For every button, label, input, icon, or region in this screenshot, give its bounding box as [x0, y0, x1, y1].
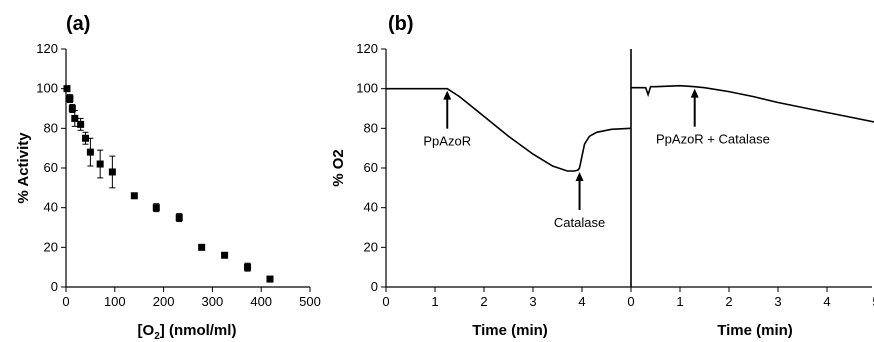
- data-point: [68, 105, 76, 112]
- y-tick-label: 40: [44, 200, 58, 215]
- x-tick-label: 300: [202, 294, 224, 309]
- x-tick-label: 500: [299, 294, 321, 309]
- data-point: [130, 192, 138, 200]
- y-tick-label: 0: [371, 279, 378, 294]
- data-point: [175, 214, 183, 222]
- panel-b-left-x-axis-title: Time (min): [472, 322, 548, 339]
- y-tick-label: 80: [44, 120, 58, 135]
- annotation-arrowhead: [575, 171, 584, 181]
- panel-a-x-axis-title: [O2] (nmol/ml): [138, 322, 237, 342]
- annotation-arrowhead: [690, 88, 699, 98]
- data-point: [198, 243, 206, 251]
- x-tick-label: 100: [104, 294, 126, 309]
- data-point: [71, 114, 79, 122]
- y-tick-label: 20: [364, 239, 378, 254]
- data-point: [108, 168, 116, 176]
- x-tick-label: 2: [725, 294, 732, 309]
- data-point: [66, 95, 74, 103]
- panel-a-y-axis-title: % Activity: [15, 132, 32, 204]
- y-tick-label: 120: [36, 41, 58, 56]
- y-tick-label: 100: [36, 81, 58, 96]
- series-line: [631, 84, 874, 123]
- y-tick-label: 120: [356, 41, 378, 56]
- data-point: [152, 204, 160, 212]
- y-tick-label: 60: [44, 160, 58, 175]
- annotation-label: Catalase: [554, 215, 605, 230]
- x-tick-label: 1: [431, 294, 438, 309]
- series-line: [386, 87, 632, 172]
- data-point: [77, 120, 85, 128]
- panel-a-chart: (a) 0 20 40 60 80 100 120 0 100 200 300 400 500 % A…: [15, 13, 321, 342]
- x-tick-label: 200: [153, 294, 175, 309]
- annotation-label: PpAzoR + Catalase: [656, 132, 770, 147]
- x-tick-label: 400: [250, 294, 272, 309]
- y-tick-label: 60: [364, 160, 378, 175]
- x-tick-label: 4: [823, 294, 830, 309]
- x-tick-label: 3: [529, 294, 536, 309]
- x-tick-label: 0: [382, 294, 389, 309]
- y-tick-label: 20: [44, 239, 58, 254]
- y-tick-label: 80: [364, 120, 378, 135]
- y-tick-label: 100: [356, 81, 378, 96]
- panel-b-y-axis-title: % O2: [330, 149, 347, 187]
- data-point: [266, 275, 274, 283]
- panel-b-label: (b): [388, 13, 414, 35]
- x-tick-label: 3: [774, 294, 781, 309]
- annotation-label: PpAzoR: [423, 134, 471, 149]
- panel-a-label: (a): [66, 13, 90, 35]
- data-point: [221, 251, 229, 259]
- data-point: [96, 160, 104, 168]
- x-tick-label: 0: [627, 294, 634, 309]
- panel-b-right-x-axis-title: Time (min): [717, 322, 793, 339]
- data-point: [82, 134, 90, 142]
- x-tick-label: 0: [62, 294, 69, 309]
- y-tick-label: 40: [364, 200, 378, 215]
- x-tick-label: 5: [872, 294, 874, 309]
- data-point: [86, 148, 94, 156]
- x-tick-label: 2: [480, 294, 487, 309]
- x-tick-label: 1: [676, 294, 683, 309]
- data-point: [63, 85, 71, 93]
- y-tick-label: 0: [51, 279, 58, 294]
- data-point: [244, 263, 252, 271]
- x-tick-label: 4: [578, 294, 585, 309]
- annotation-arrowhead: [443, 90, 452, 100]
